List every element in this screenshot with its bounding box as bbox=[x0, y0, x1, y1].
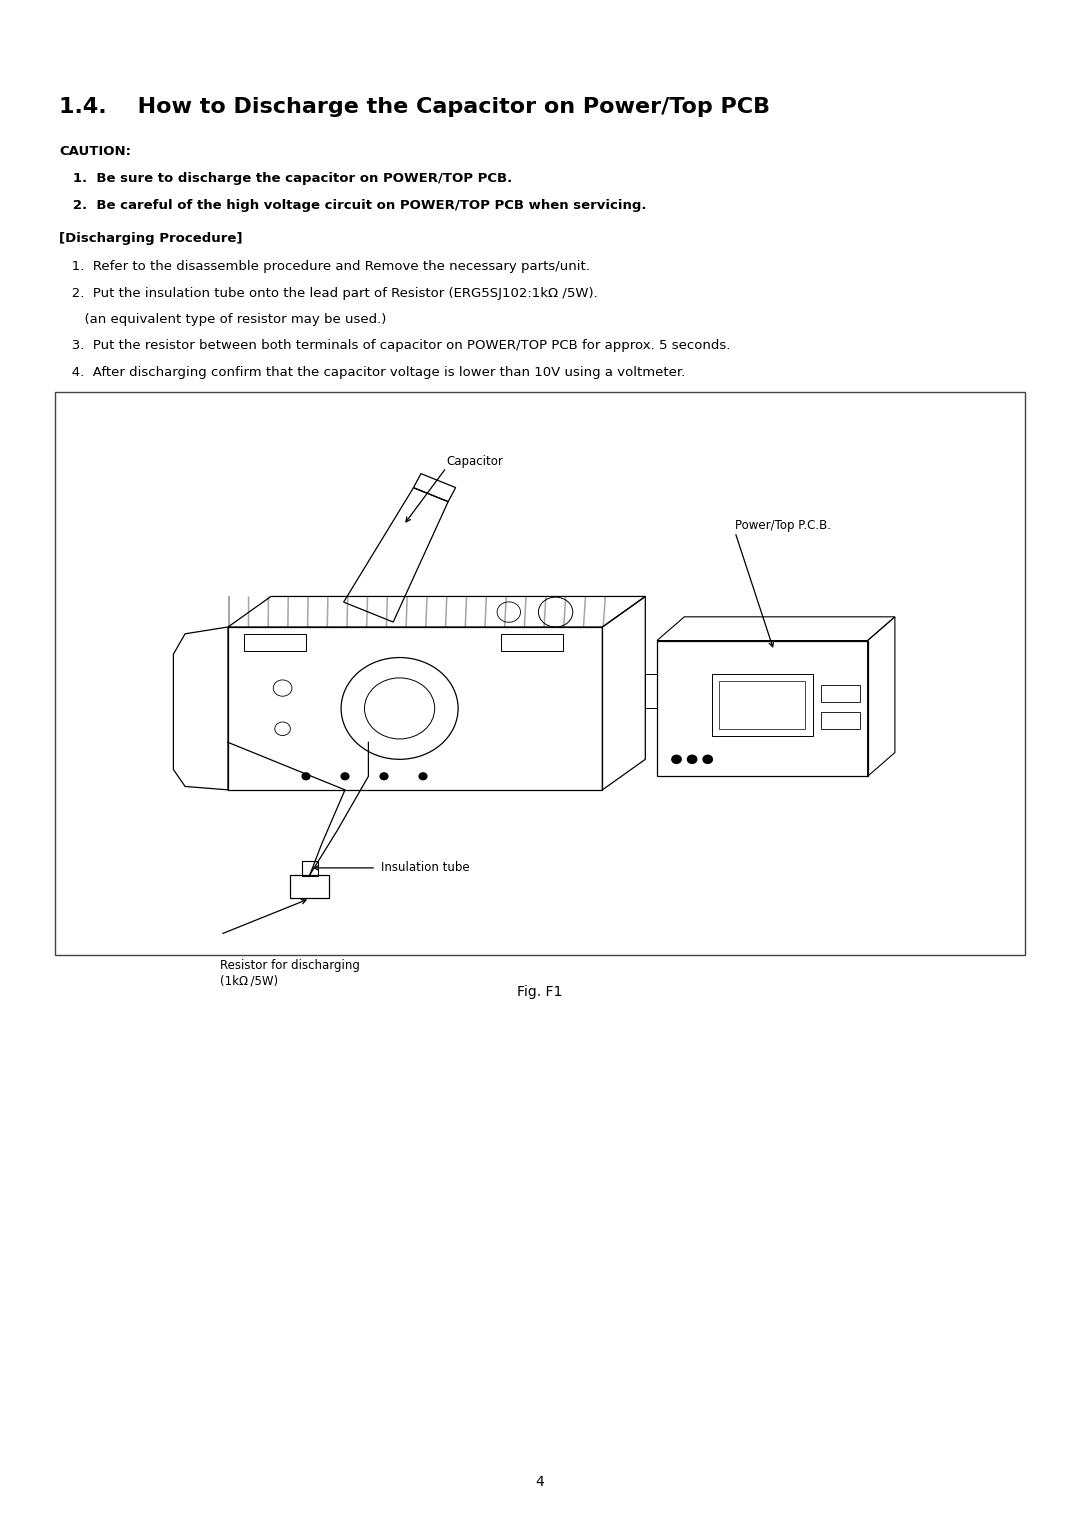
Text: 3.  Put the resistor between both terminals of capacitor on POWER/TOP PCB for ap: 3. Put the resistor between both termina… bbox=[59, 339, 730, 353]
Polygon shape bbox=[504, 597, 507, 628]
Text: Power/Top P.C.B.: Power/Top P.C.B. bbox=[735, 519, 831, 531]
Polygon shape bbox=[426, 597, 428, 628]
Ellipse shape bbox=[419, 773, 427, 780]
Ellipse shape bbox=[380, 773, 388, 780]
Text: [Discharging Procedure]: [Discharging Procedure] bbox=[59, 232, 243, 244]
Ellipse shape bbox=[341, 773, 349, 780]
Text: 2.  Be careful of the high voltage circuit on POWER/TOP PCB when servicing.: 2. Be careful of the high voltage circui… bbox=[59, 199, 647, 212]
Text: 4: 4 bbox=[536, 1475, 544, 1489]
Text: Capacitor: Capacitor bbox=[446, 455, 503, 467]
Text: Resistor for discharging
(1kΩ /5W): Resistor for discharging (1kΩ /5W) bbox=[220, 959, 360, 988]
Polygon shape bbox=[307, 597, 309, 628]
Text: 4.  After discharging confirm that the capacitor voltage is lower than 10V using: 4. After discharging confirm that the ca… bbox=[59, 366, 685, 379]
Ellipse shape bbox=[672, 756, 681, 764]
Polygon shape bbox=[247, 597, 249, 628]
Polygon shape bbox=[543, 597, 546, 628]
Text: 1.4.    How to Discharge the Capacitor on Power/Top PCB: 1.4. How to Discharge the Capacitor on P… bbox=[59, 98, 770, 118]
Polygon shape bbox=[464, 597, 468, 628]
Polygon shape bbox=[445, 597, 447, 628]
Bar bbox=[55, 392, 1025, 954]
Text: CAUTION:: CAUTION: bbox=[59, 145, 131, 157]
Text: 1.  Refer to the disassemble procedure and Remove the necessary parts/unit.: 1. Refer to the disassemble procedure an… bbox=[59, 260, 590, 273]
Polygon shape bbox=[347, 597, 349, 628]
Polygon shape bbox=[386, 597, 388, 628]
Text: (an equivalent type of resistor may be used.): (an equivalent type of resistor may be u… bbox=[59, 313, 387, 325]
Polygon shape bbox=[563, 597, 567, 628]
Text: 2.  Put the insulation tube onto the lead part of Resistor (ERG5SJ102:1kΩ /5W).: 2. Put the insulation tube onto the lead… bbox=[59, 287, 597, 299]
Polygon shape bbox=[583, 597, 586, 628]
Polygon shape bbox=[603, 597, 606, 628]
Polygon shape bbox=[268, 597, 269, 628]
Polygon shape bbox=[366, 597, 368, 628]
Ellipse shape bbox=[688, 756, 697, 764]
Text: 1.  Be sure to discharge the capacitor on POWER/TOP PCB.: 1. Be sure to discharge the capacitor on… bbox=[59, 173, 512, 185]
Ellipse shape bbox=[703, 756, 713, 764]
Ellipse shape bbox=[302, 773, 310, 780]
Text: Fig. F1: Fig. F1 bbox=[517, 985, 563, 999]
Polygon shape bbox=[228, 597, 230, 628]
Polygon shape bbox=[326, 597, 328, 628]
Polygon shape bbox=[287, 597, 289, 628]
Polygon shape bbox=[484, 597, 487, 628]
Polygon shape bbox=[524, 597, 527, 628]
Text: Insulation tube: Insulation tube bbox=[381, 861, 470, 875]
Polygon shape bbox=[405, 597, 408, 628]
